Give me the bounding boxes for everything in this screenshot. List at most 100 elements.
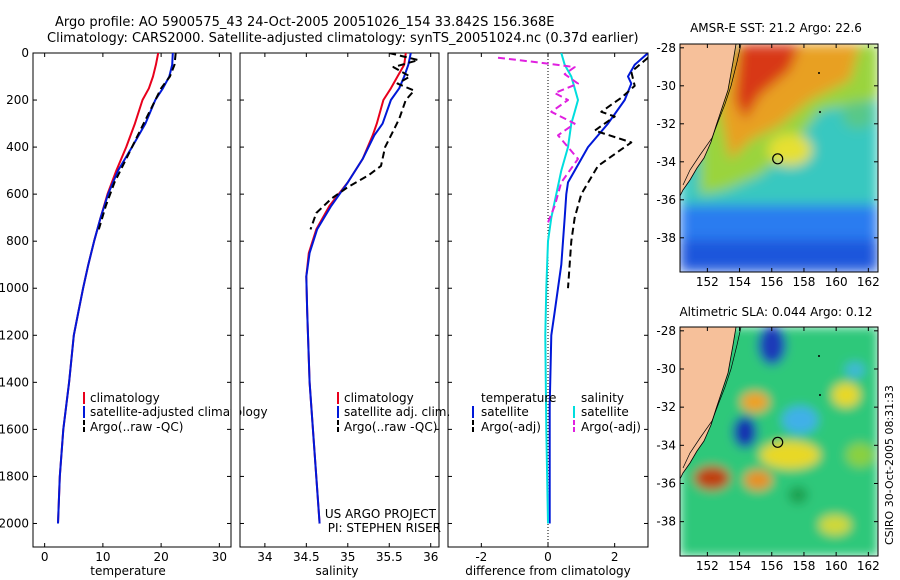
legend-label: satellite bbox=[481, 405, 529, 419]
y-tick-label: 1800 bbox=[0, 469, 29, 483]
temperature-xlabel: temperature bbox=[90, 564, 165, 578]
series-line-argo-raw-qc- bbox=[309, 53, 420, 230]
credit-project: US ARGO PROJECT bbox=[325, 507, 437, 521]
legend-label: Argo(-adj) bbox=[481, 420, 541, 434]
sst-map-title: AMSR-E SST: 21.2 Argo: 22.6 bbox=[690, 21, 862, 35]
series-line-satellite-adj-clim- bbox=[305, 53, 412, 524]
sla-high-mid bbox=[760, 441, 820, 469]
x-tick-label: -2 bbox=[475, 550, 487, 564]
sst-map-frame bbox=[679, 43, 879, 273]
legend-label: Argo(-adj) bbox=[581, 420, 641, 434]
x-tick-label: 0 bbox=[41, 550, 49, 564]
legend-label: satellite-adjusted climatology bbox=[90, 405, 268, 419]
sst-float-marker bbox=[772, 153, 784, 165]
credit-pi: PI: STEPHEN RISER bbox=[328, 521, 441, 535]
sla-map-ticks: 152 154 156 158 160 162 -28 -30 -32 -34 -36 -38 bbox=[656, 324, 879, 573]
y-tick-label: 600 bbox=[6, 187, 29, 201]
x-tick-label: 36 bbox=[423, 550, 438, 564]
legend-header-temperature: temperature bbox=[481, 391, 556, 405]
legend-header-salinity: salinity bbox=[581, 391, 624, 405]
y-tick-label: 400 bbox=[6, 140, 29, 154]
map-y-tick-label: -30 bbox=[656, 79, 676, 93]
series-line-temperature-argo-adj- bbox=[567, 56, 648, 289]
difference-ticks: -2 0 2 bbox=[448, 52, 648, 564]
sla-low-coastal bbox=[733, 416, 757, 448]
sla-land-australia bbox=[680, 327, 737, 480]
sla-low-north bbox=[758, 327, 786, 365]
sst-current-core bbox=[735, 44, 800, 120]
y-tick-label: 1200 bbox=[0, 328, 29, 342]
map-y-tick-label: -36 bbox=[656, 193, 676, 207]
series-line-temperature-satellite bbox=[548, 53, 648, 524]
legend-clip-mask bbox=[231, 404, 240, 420]
legend-label: Argo(..raw -QC) bbox=[90, 420, 183, 434]
sst-map-field bbox=[680, 44, 878, 272]
map-x-tick-label: 152 bbox=[696, 275, 719, 289]
sla-high-far-south bbox=[819, 515, 851, 535]
series-line-salinity-satellite bbox=[544, 53, 579, 524]
temperature-axes bbox=[32, 52, 232, 548]
salinity-legend: climatology satellite adj. clim. Argo(..… bbox=[337, 391, 450, 434]
map-x-tick-label: 154 bbox=[728, 275, 751, 289]
map-x-tick-label: 156 bbox=[760, 275, 783, 289]
sla-map-field bbox=[680, 327, 878, 556]
map-x-tick-label: 160 bbox=[825, 559, 848, 573]
sla-island bbox=[819, 394, 821, 396]
series-line-salinity-argo-adj- bbox=[497, 56, 579, 223]
y-tick-label: 800 bbox=[6, 234, 29, 248]
sla-high-south bbox=[694, 466, 730, 490]
y-tick-label: 1400 bbox=[0, 375, 29, 389]
legend-label: satellite bbox=[581, 405, 629, 419]
sla-low-south bbox=[788, 486, 808, 504]
map-y-tick-label: -32 bbox=[656, 117, 676, 131]
y-tick-label: 2000 bbox=[0, 516, 29, 530]
sst-island bbox=[819, 111, 821, 113]
sla-depth-contour bbox=[682, 327, 742, 469]
sla-float-marker bbox=[772, 436, 784, 448]
x-tick-label: 0 bbox=[544, 550, 552, 564]
x-tick-label: 30 bbox=[212, 550, 227, 564]
salinity-xlabel: salinity bbox=[315, 564, 358, 578]
map-x-tick-label: 162 bbox=[857, 275, 880, 289]
map-x-tick-label: 154 bbox=[728, 559, 751, 573]
y-tick-label: 1000 bbox=[0, 281, 29, 295]
sla-map-frame bbox=[679, 326, 879, 557]
sla-low-center bbox=[782, 406, 818, 434]
timestamp-label: CSIRO 30-Oct-2005 08:31:33 bbox=[883, 385, 896, 545]
x-tick-label: 34 bbox=[257, 550, 272, 564]
map-y-tick-label: -38 bbox=[656, 515, 676, 529]
difference-series-group bbox=[497, 53, 648, 524]
difference-legend: temperature salinity satellite Argo(-adj… bbox=[472, 391, 641, 434]
sst-cool-patch bbox=[842, 101, 874, 129]
sla-low-northeast bbox=[845, 362, 865, 378]
sla-high-east bbox=[832, 383, 860, 407]
temperature-legend: climatology satellite-adjusted climatolo… bbox=[83, 391, 268, 434]
map-y-tick-label: -36 bbox=[656, 476, 676, 490]
sst-island bbox=[818, 72, 820, 74]
sst-warm-eddy bbox=[768, 134, 812, 166]
x-tick-label: 35 bbox=[340, 550, 355, 564]
series-line-argo-raw-qc- bbox=[97, 53, 177, 230]
legend-label: climatology bbox=[90, 391, 160, 405]
y-tick-label: 200 bbox=[6, 93, 29, 107]
map-y-tick-label: -28 bbox=[656, 324, 676, 338]
map-x-tick-label: 160 bbox=[825, 275, 848, 289]
sla-high-north bbox=[741, 392, 769, 412]
map-y-tick-label: -32 bbox=[656, 400, 676, 414]
x-tick-label: 34.5 bbox=[293, 550, 320, 564]
sla-high-southeast bbox=[744, 470, 772, 490]
salinity-series-group bbox=[305, 53, 420, 524]
figure-title-line2: Climatology: CARS2000. Satellite-adjuste… bbox=[47, 31, 639, 46]
difference-xlabel: difference from climatology bbox=[465, 564, 631, 578]
sst-cold-band bbox=[680, 240, 878, 272]
sla-map-title: Altimetric SLA: 0.044 Argo: 0.12 bbox=[679, 305, 872, 319]
sst-depth-contour bbox=[682, 44, 742, 186]
map-x-tick-label: 152 bbox=[696, 559, 719, 573]
map-x-tick-label: 158 bbox=[792, 559, 815, 573]
map-y-tick-label: -34 bbox=[656, 438, 676, 452]
map-x-tick-label: 156 bbox=[760, 559, 783, 573]
sst-map-ticks: 152 154 156 158 160 162 -28 -30 -32 -34 -36 -38 bbox=[656, 41, 879, 289]
legend-label: climatology bbox=[344, 391, 414, 405]
x-tick-label: 2 bbox=[611, 550, 619, 564]
legend-label: Argo(..raw -QC) bbox=[344, 420, 437, 434]
